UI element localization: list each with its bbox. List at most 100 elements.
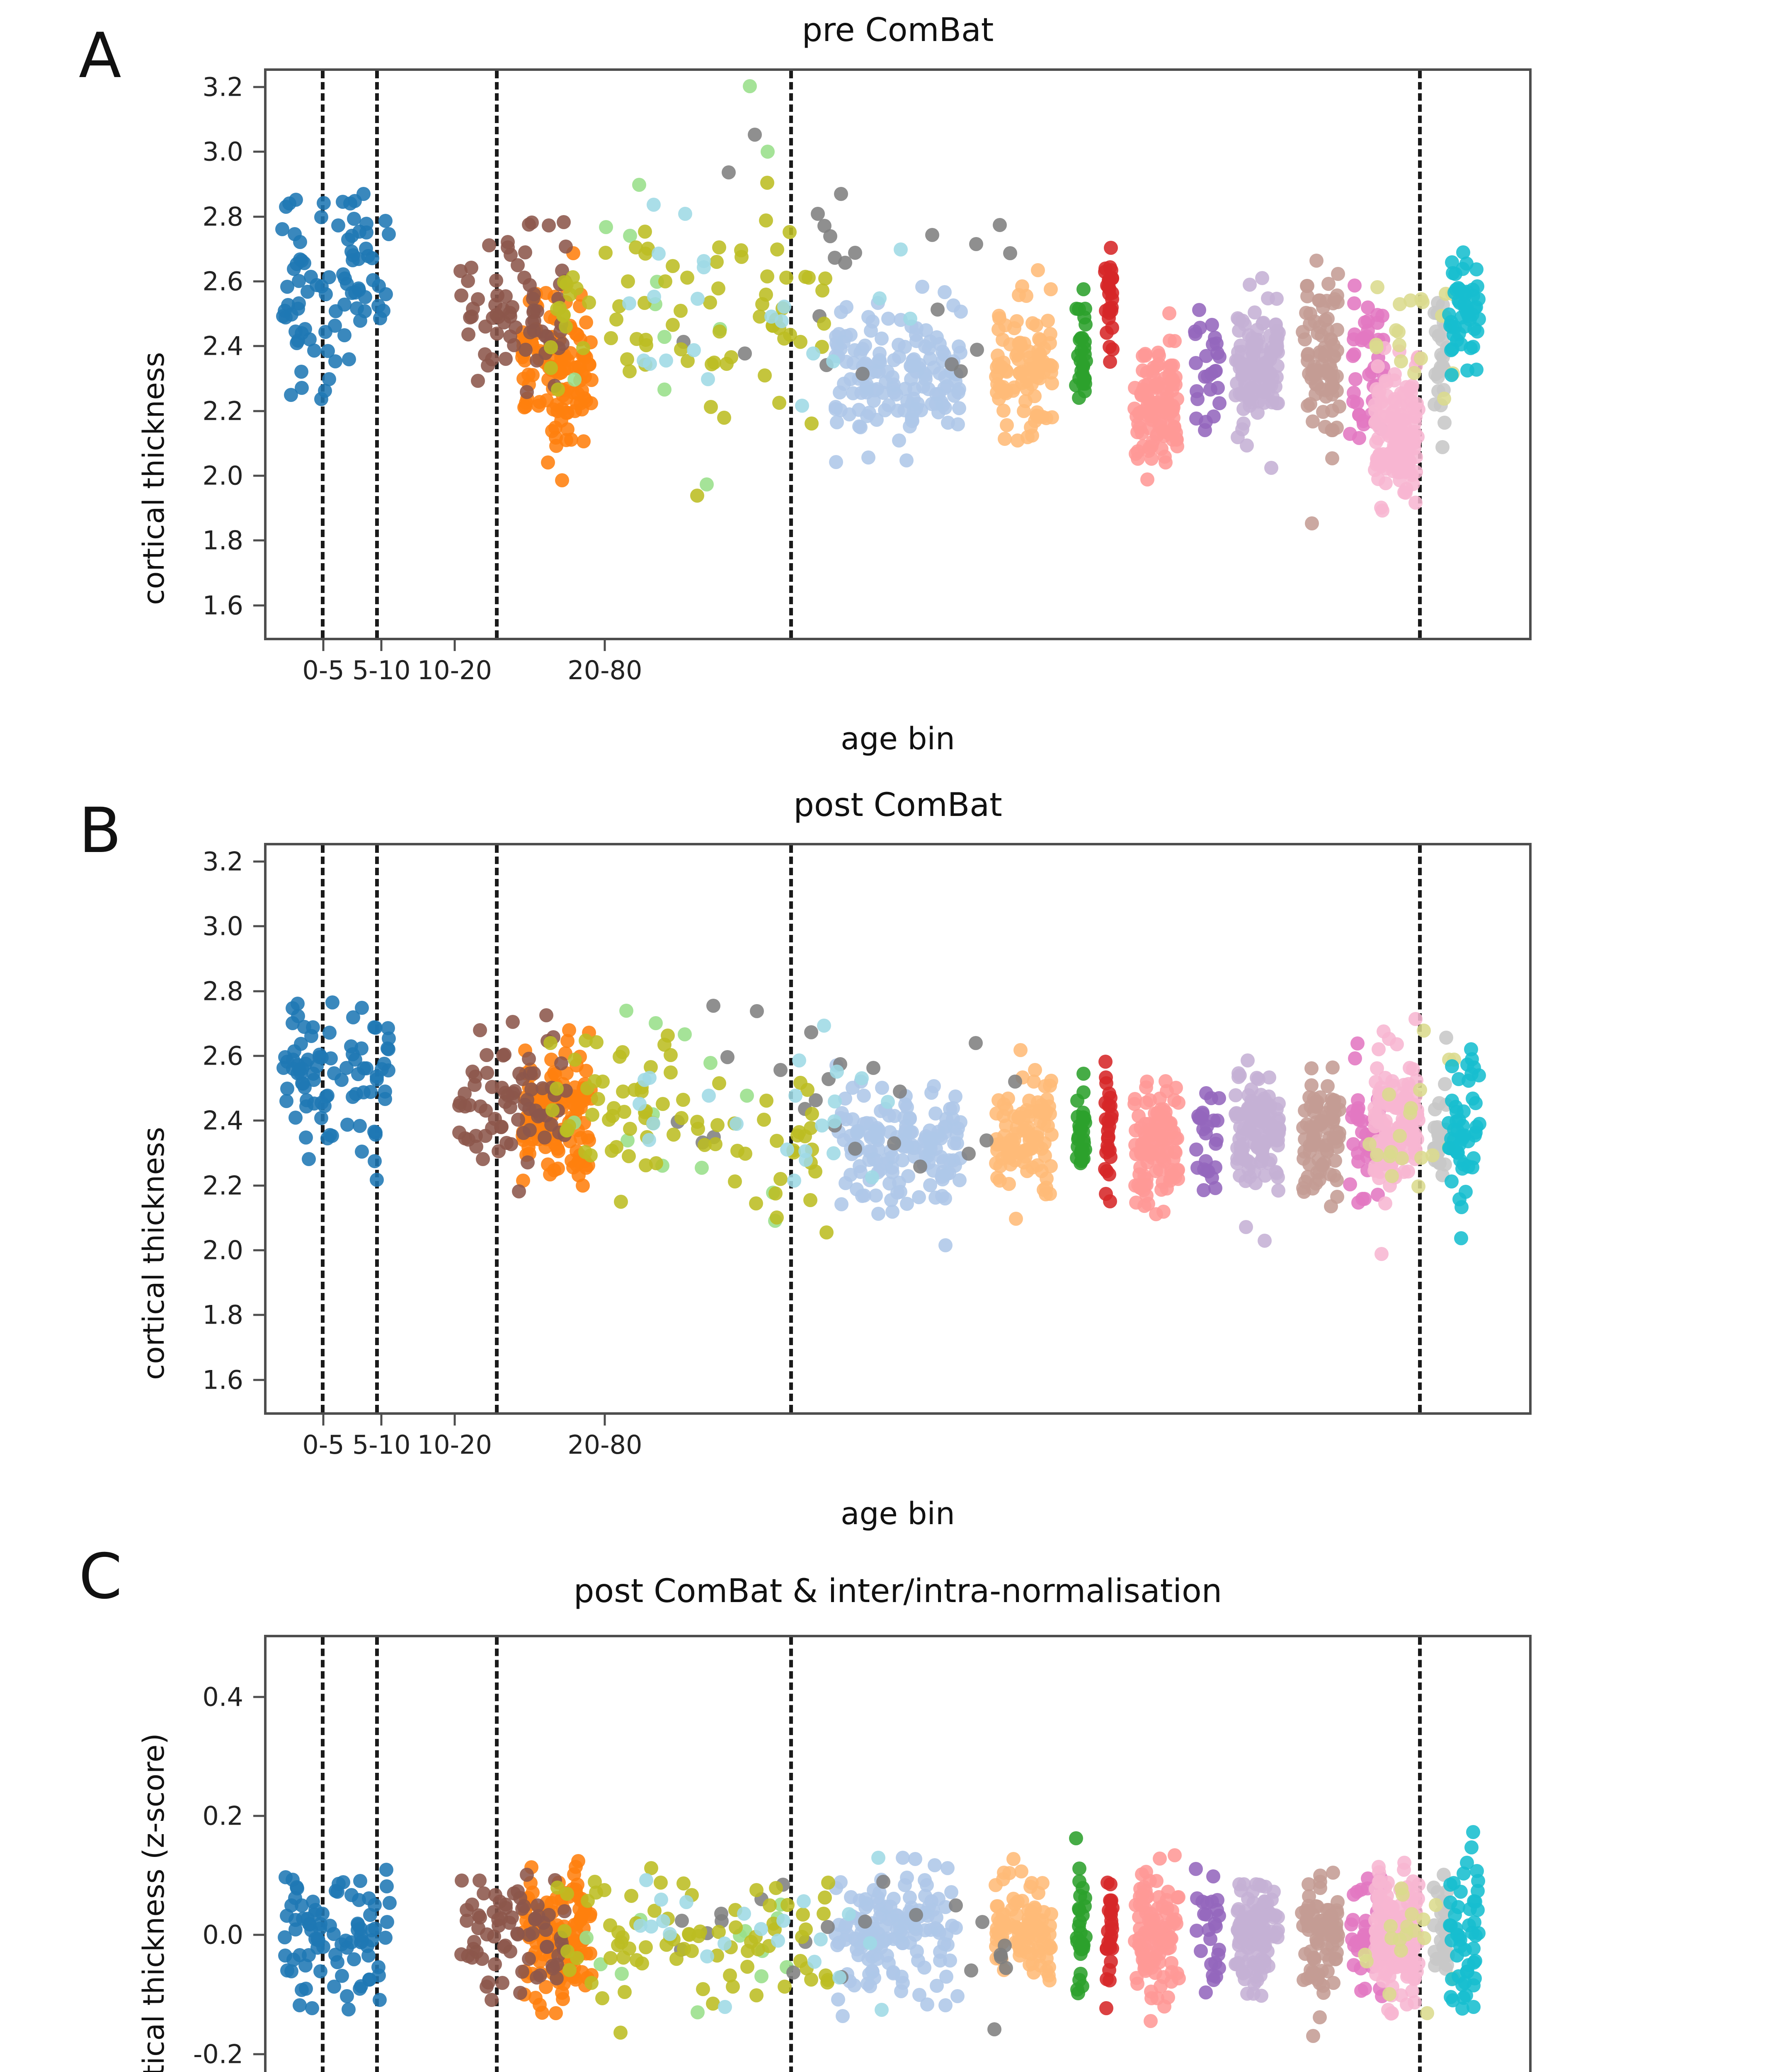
scatter-point	[322, 270, 336, 285]
scatter-point	[1374, 1247, 1389, 1261]
scatter-point	[585, 1107, 600, 1122]
scatter-point	[1466, 1825, 1480, 1839]
scatter-point	[755, 297, 769, 312]
scatter-point	[642, 1133, 657, 1147]
scatter-point	[1347, 296, 1362, 310]
scatter-point	[300, 285, 315, 299]
scatter-point	[663, 1065, 678, 1080]
scatter-point	[1312, 293, 1326, 307]
scatter-point	[705, 1997, 720, 2011]
scatter-point	[638, 246, 653, 261]
scatter-point	[924, 1136, 938, 1150]
scatter-point	[288, 1922, 303, 1937]
scatter-point	[291, 996, 305, 1011]
scatter-point	[1229, 1088, 1243, 1103]
scatter-point	[616, 1084, 630, 1099]
scatter-point	[995, 332, 1010, 347]
age-bin-divider-4	[789, 1637, 793, 2072]
scatter-point	[647, 289, 661, 304]
scatter-point	[836, 2009, 850, 2023]
scatter-point	[1445, 1059, 1459, 1073]
scatter-point	[1071, 391, 1086, 405]
scatter-point	[838, 1176, 853, 1190]
scatter-point	[539, 1008, 553, 1023]
scatter-point	[315, 1906, 330, 1921]
y-tick-label: 1.8	[202, 525, 243, 556]
scatter-point	[314, 210, 328, 225]
scatter-point	[343, 196, 357, 211]
scatter-point	[1467, 1955, 1481, 1970]
scatter-point	[727, 1174, 742, 1189]
x-tick-mark	[453, 1415, 456, 1426]
scatter-point	[302, 1152, 316, 1167]
y-tick-mark	[253, 1696, 264, 1698]
scatter-point	[1197, 1907, 1211, 1922]
scatter-point	[1037, 365, 1051, 380]
y-tick-label: 2.2	[202, 396, 243, 426]
scatter-point	[382, 1895, 397, 1910]
scatter-point	[1445, 368, 1459, 382]
x-axis-label-a: age bin	[841, 721, 955, 757]
scatter-point	[909, 328, 924, 342]
scatter-point	[817, 316, 831, 331]
scatter-point	[506, 1015, 520, 1029]
scatter-point	[739, 1089, 754, 1103]
scatter-point	[544, 340, 558, 354]
scatter-point	[1193, 1944, 1208, 1958]
scatter-point	[1464, 1840, 1479, 1854]
scatter-point	[342, 352, 356, 366]
scatter-point	[807, 1954, 822, 1969]
scatter-point	[1103, 354, 1117, 369]
scatter-point	[1073, 1156, 1088, 1170]
scatter-point	[358, 290, 373, 305]
scatter-point	[703, 1055, 718, 1070]
scatter-point	[1001, 1176, 1016, 1191]
scatter-point	[657, 1037, 672, 1052]
scatter-point	[1008, 1211, 1023, 1226]
scatter-point	[1006, 1891, 1021, 1906]
scatter-point	[325, 995, 340, 1010]
scatter-point	[1313, 2010, 1327, 2024]
scatter-point	[1010, 433, 1025, 448]
scatter-point	[1471, 1903, 1485, 1917]
scatter-point	[1270, 396, 1284, 411]
scatter-point	[305, 2001, 319, 2015]
scatter-point	[570, 396, 584, 410]
scatter-point	[1414, 351, 1428, 366]
scatter-point	[1199, 1086, 1213, 1101]
scatter-point	[677, 1941, 691, 1956]
scatter-point	[787, 1174, 801, 1188]
panel-title-c: post ComBat & inter/intra-normalisation	[573, 1573, 1222, 1610]
scatter-point	[893, 1084, 907, 1099]
scatter-point	[567, 1052, 582, 1067]
scatter-point	[770, 1210, 784, 1225]
x-tick-mark	[322, 640, 325, 651]
scatter-point	[489, 273, 504, 288]
scatter-point	[1021, 344, 1036, 358]
scatter-point	[1168, 334, 1182, 349]
scatter-point	[1452, 1113, 1466, 1128]
scatter-point	[690, 2005, 705, 2020]
scatter-point	[582, 295, 596, 310]
scatter-point	[490, 327, 504, 341]
scatter-point	[975, 1915, 990, 1929]
scatter-point	[328, 354, 343, 368]
scatter-point	[1075, 1979, 1090, 1993]
scatter-point	[1099, 2001, 1113, 2016]
scatter-point	[525, 315, 540, 329]
y-tick-label: 0.4	[202, 1682, 243, 1712]
scatter-point	[1416, 1023, 1431, 1038]
scatter-point	[678, 207, 692, 221]
scatter-point	[1210, 380, 1225, 395]
scatter-point	[1038, 1148, 1052, 1163]
scatter-point	[293, 1998, 307, 2012]
scatter-point	[674, 303, 688, 318]
scatter-point	[512, 1184, 526, 1199]
scatter-point	[461, 327, 475, 342]
y-tick-label: 3.0	[202, 911, 243, 942]
scatter-point	[551, 382, 565, 397]
scatter-point	[907, 1920, 922, 1934]
y-tick-label: 2.4	[202, 1105, 243, 1136]
scatter-point	[1011, 1934, 1025, 1949]
